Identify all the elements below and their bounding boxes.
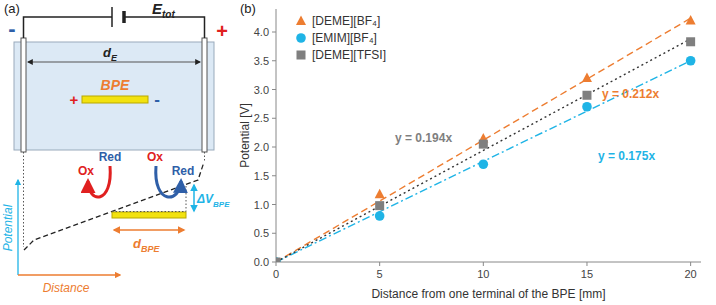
bpe-bar [112,212,186,218]
plot-area [276,15,696,262]
label: Etot [152,0,175,20]
label: Red [99,150,122,164]
trendline-label: y = 0.212x [602,87,659,101]
x-tick [690,262,691,266]
label-sub: BPE [213,200,230,209]
projection-line [204,152,205,162]
axis-arrow [18,274,120,275]
electrolyte-cell [14,42,214,150]
label: dBPE [133,236,160,254]
wire [24,17,205,38]
label-sub: E [111,53,118,63]
data-point [582,102,592,112]
y-tick-label: 4.0 [254,26,269,38]
driving-electrode [21,38,26,152]
legend-marker [297,51,306,60]
label: - [154,90,160,109]
data-point [582,73,592,83]
data-point [375,201,384,210]
label: + [70,91,79,108]
legend-label: [EMIM][BF₄] [312,31,377,45]
label: Potential [1,204,15,251]
data-point [582,91,591,100]
axis-arrow [17,180,18,275]
y-axis [276,9,277,262]
x-tick [276,262,277,266]
y-tick-label: 3.0 [254,84,269,96]
y-tick [272,32,276,33]
legend-label: [DEME][TFSI] [312,48,386,62]
data-point [479,159,489,169]
label: - [8,16,15,41]
y-tick-label: 2.0 [254,141,269,153]
x-tick-label: 5 [377,268,383,280]
data-point [686,56,696,66]
label: (a) [4,1,20,16]
label: Ox [78,164,94,178]
legend-marker [296,33,306,43]
data-point [375,211,385,221]
data-point [375,189,385,199]
y-tick-label: 3.5 [254,55,269,67]
projection-line [112,184,186,211]
label: dE [103,45,118,63]
x-axis [276,262,701,263]
y-tick [272,118,276,119]
x-tick-label: 15 [581,268,593,280]
label: Red [172,164,195,178]
y-tick [272,147,276,148]
data-point [276,257,281,263]
x-tick [586,262,587,266]
battery-plate [111,7,113,27]
y-tick [272,175,276,176]
data-point [686,37,695,46]
data-point [686,15,696,25]
y-tick [272,204,276,205]
x-tick [483,262,484,266]
potential-profile [24,162,204,250]
data-point [479,140,488,149]
x-tick-label: 0 [273,268,279,280]
legend-label: [DEME][BF₄] [312,14,380,28]
trendline-label: y = 0.175x [598,149,655,163]
x-axis-title: Distance from one terminal of the BPE [m… [371,287,605,301]
x-tick-label: 10 [477,268,489,280]
trendline-label: y = 0.194x [395,131,452,145]
data-point [276,257,281,262]
legend: [DEME][BF₄] [EMIM][BF₄] [DEME][TFSI] [296,14,386,62]
legend-marker [296,16,306,26]
y-tick-label: 2.5 [254,112,269,124]
y-tick-label: 1.0 [254,199,269,211]
y-tick-label: 0.0 [254,256,269,268]
trendline [276,61,691,262]
x-tick-label: 20 [685,268,697,280]
label: Distance [43,281,90,295]
label: (b) [240,1,256,16]
data-point [276,258,281,263]
trendline [276,39,691,262]
projection-line [23,152,24,247]
y-tick-label: 1.5 [254,170,269,182]
label: + [216,20,228,42]
label: BPE [101,77,130,93]
y-tick [272,233,276,234]
bpe-bar [82,96,148,103]
trendline [276,18,691,262]
battery-plate [122,11,126,23]
y-tick [272,60,276,61]
label: ΔVBPE [196,192,230,209]
y-axis-title: Potential [V] [238,103,252,168]
bpe-length-arrow [114,229,184,231]
x-tick [379,262,380,266]
figure: (a)-+EtotdEBPE+-ΔVBPEdBPEOxRedOxRedPoten… [0,0,716,305]
label-main: ΔV [196,192,214,206]
y-tick [272,89,276,90]
label-sub: tot [162,9,175,20]
label-sub: BPE [141,244,161,254]
potential-drop-arrow [193,185,195,211]
label: Ox [147,150,163,164]
driving-electrode [202,38,207,152]
y-tick-label: 0.5 [254,227,269,239]
y-tick [272,262,276,263]
